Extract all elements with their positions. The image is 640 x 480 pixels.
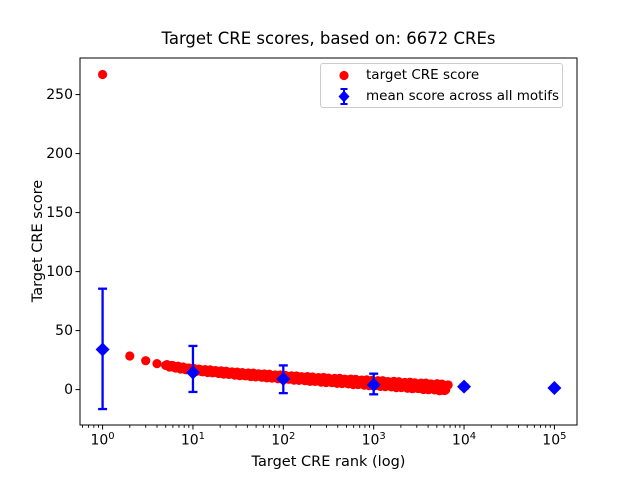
x-tick-label: 100 (90, 431, 115, 449)
x-tick-label: 101 (180, 431, 206, 449)
y-tick-label: 200 (46, 145, 73, 162)
y-tick-label: 250 (46, 86, 73, 103)
blue-diamond-errorbar-icon (338, 87, 350, 105)
legend-label-target-score: target CRE score (366, 67, 480, 83)
red-circle-icon (339, 70, 349, 80)
x-tick-label: 103 (361, 431, 386, 449)
scatter-target-cre-scores (97, 69, 453, 396)
x-tick-label: 102 (271, 431, 296, 449)
legend-entry-mean-score: mean score across all motifs (321, 86, 562, 107)
x-tick-label: 104 (451, 431, 477, 449)
chart-title: Target CRE scores, based on: 6672 CREs (161, 29, 496, 48)
mean-score-errorbars (95, 287, 562, 411)
y-axis-label: Target CRE score (30, 179, 46, 303)
y-tick-label: 100 (46, 263, 73, 280)
legend-entry-target-score: target CRE score (321, 65, 562, 86)
x-axis-label: Target CRE rank (log) (251, 454, 406, 470)
legend-label-mean-score: mean score across all motifs (366, 88, 560, 104)
x-tick-label: 105 (542, 431, 567, 449)
legend: target CRE score mean score across all m… (320, 63, 563, 108)
y-tick-label: 0 (64, 381, 73, 398)
y-tick-label: 150 (46, 204, 73, 221)
axes-frame (79, 57, 578, 426)
y-tick-label: 50 (55, 322, 73, 339)
axis-ticks (75, 94, 555, 430)
